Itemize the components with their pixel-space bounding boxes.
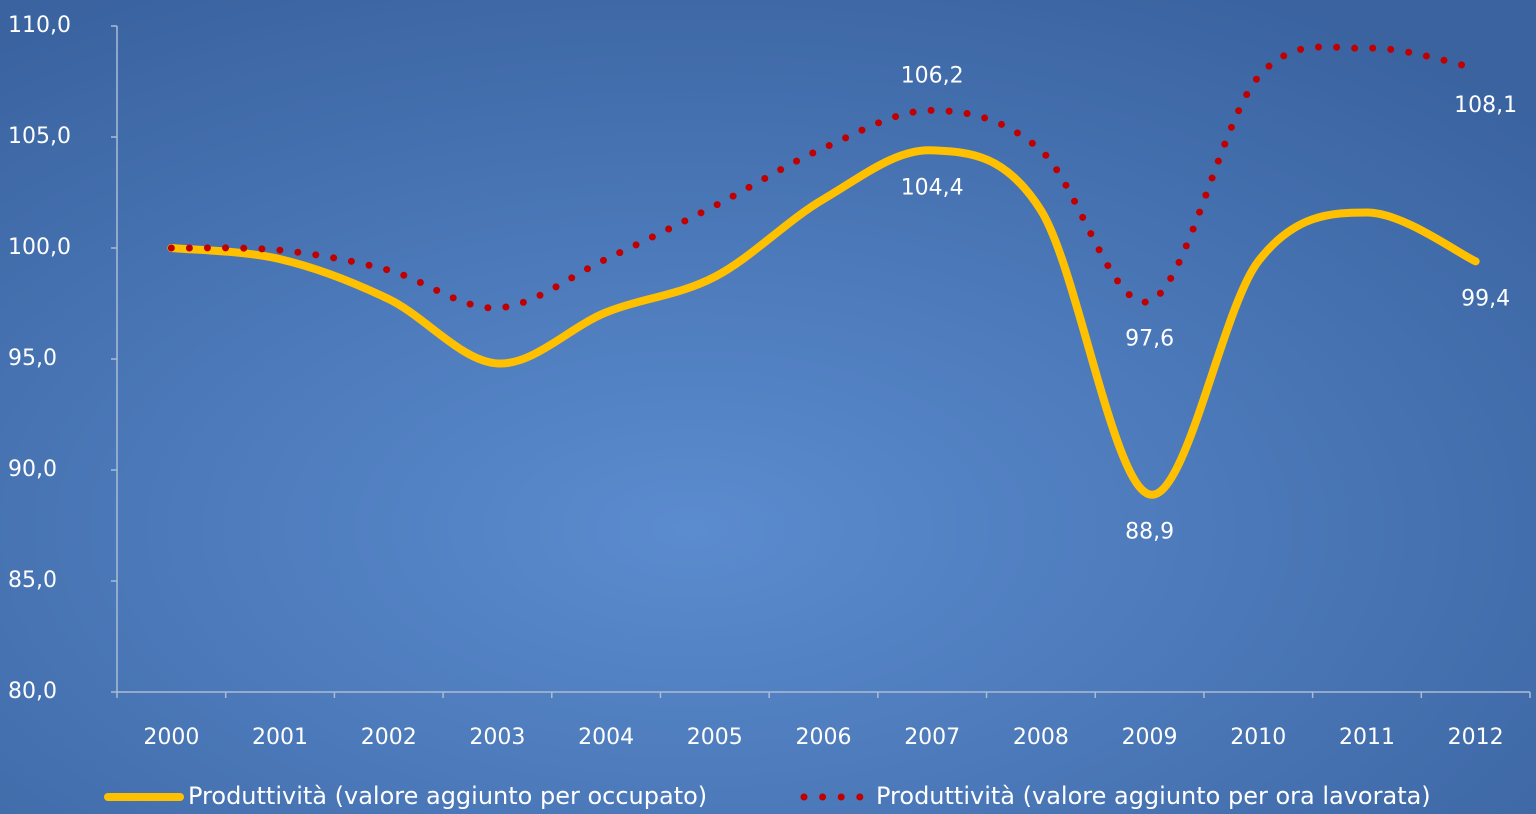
x-tick-label: 2002 [361, 725, 417, 750]
data-label: 99,4 [1461, 286, 1510, 311]
x-tick-label: 2001 [252, 725, 308, 750]
legend-label: Produttività (valore aggiunto per ora la… [876, 782, 1431, 810]
y-tick-label: 85,0 [8, 568, 57, 593]
x-tick-label: 2000 [143, 725, 199, 750]
legend-label: Produttività (valore aggiunto per occupa… [188, 782, 707, 810]
x-tick-label: 2011 [1339, 725, 1395, 750]
data-label: 106,2 [901, 63, 964, 88]
x-tick-label: 2012 [1448, 725, 1504, 750]
x-tick-label: 2009 [1122, 725, 1178, 750]
y-tick-label: 95,0 [8, 346, 57, 371]
x-tick-label: 2005 [687, 725, 743, 750]
x-tick-label: 2006 [796, 725, 852, 750]
data-label: 88,9 [1125, 519, 1174, 544]
x-tick-label: 2003 [469, 725, 525, 750]
y-tick-label: 105,0 [8, 124, 71, 149]
x-tick-label: 2007 [904, 725, 960, 750]
x-tick-label: 2008 [1013, 725, 1069, 750]
data-label: 97,6 [1125, 326, 1174, 351]
x-tick-label: 2010 [1230, 725, 1286, 750]
y-tick-label: 80,0 [8, 679, 57, 704]
y-tick-label: 110,0 [8, 13, 71, 38]
x-tick-label: 2004 [578, 725, 634, 750]
y-tick-label: 90,0 [8, 457, 57, 482]
data-label: 104,4 [901, 175, 964, 200]
y-tick-label: 100,0 [8, 235, 71, 260]
series-line [167, 146, 1480, 499]
data-label: 108,1 [1454, 93, 1517, 118]
series-line [167, 43, 1480, 312]
